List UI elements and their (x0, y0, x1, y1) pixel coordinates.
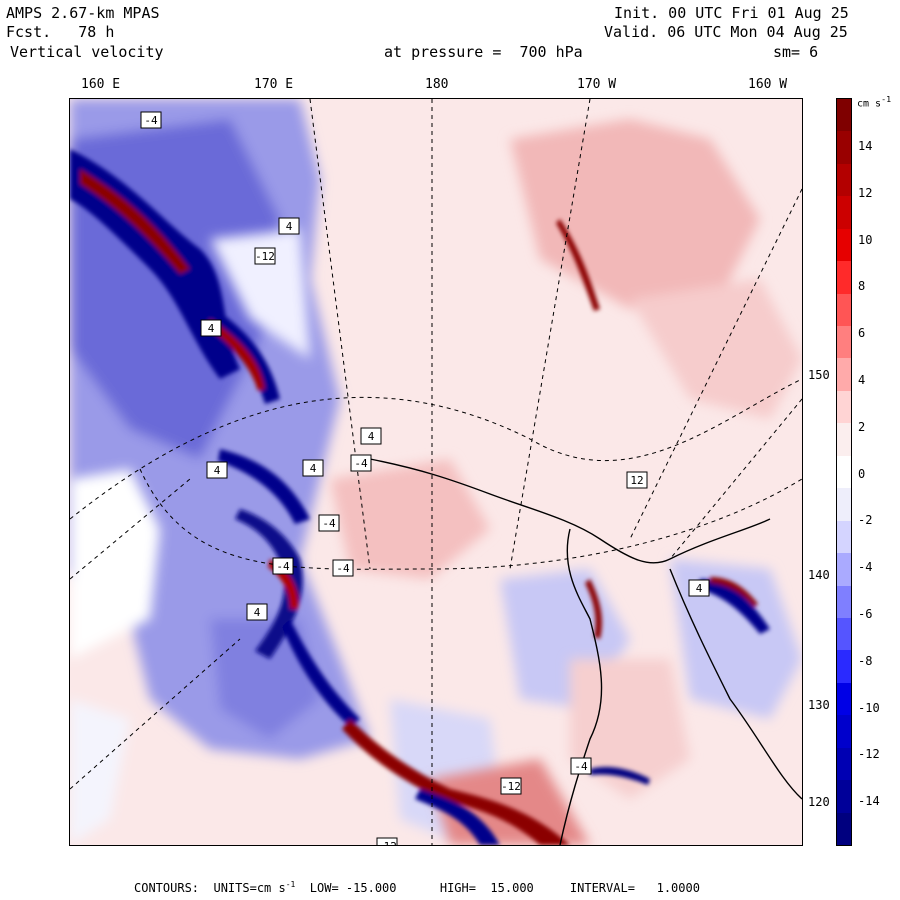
contour-label: -12 (254, 247, 276, 265)
colorbar-band (837, 812, 851, 846)
colorbar-band (837, 455, 851, 489)
colorbar-tick-label: -6 (858, 607, 873, 621)
colorbar-band (837, 293, 851, 327)
colorbar-band (837, 747, 851, 781)
upward-motion-region (330, 119, 802, 845)
svg-text:-4: -4 (276, 560, 290, 573)
svg-text:-12: -12 (377, 840, 397, 845)
colorbar-tick-label: -12 (858, 747, 880, 762)
forecast-hour: Fcst. 78 h (6, 23, 115, 41)
contour-label: -4 (318, 514, 340, 532)
lon-label-180: 180 (425, 77, 449, 92)
colorbar-tick-label: 10 (858, 232, 873, 247)
contour-label: 4 (688, 579, 710, 597)
colorbar-band (837, 163, 851, 197)
svg-text:-12: -12 (255, 250, 275, 263)
svg-text:-4: -4 (354, 457, 368, 470)
colorbar-band (837, 488, 851, 522)
colorbar-tick-label: 8 (858, 279, 866, 294)
colorbar-band (837, 780, 851, 814)
footer-units: CONTOURS: UNITS=cm s (134, 881, 286, 895)
contour-label: 4 (246, 603, 268, 621)
contour-info: CONTOURS: UNITS=cm s-1 LOW= -15.000 HIGH… (134, 880, 700, 895)
colorbar-tick-label: -14 (858, 794, 880, 809)
colorbar-band (837, 585, 851, 619)
svg-text:12: 12 (630, 474, 643, 487)
colorbar-band (837, 617, 851, 651)
colorbar-band (837, 682, 851, 716)
colorbar-band (837, 261, 851, 295)
colorbar-band (837, 358, 851, 392)
contour-label: -4 (140, 111, 162, 129)
colorbar-band (837, 715, 851, 749)
smoothing: sm= 6 (773, 43, 819, 61)
valid-time: Valid. 06 UTC Mon 04 Aug 25 (604, 23, 848, 41)
colorbar-band (837, 228, 851, 262)
svg-text:-4: -4 (322, 517, 336, 530)
svg-text:-12: -12 (501, 780, 521, 793)
colorbar-unit-text: cm s (857, 98, 882, 110)
model-title: AMPS 2.67-km MPAS (6, 4, 160, 22)
svg-text:-4: -4 (144, 114, 158, 127)
contour-label: -4 (570, 757, 592, 775)
svg-text:4: 4 (214, 464, 221, 477)
colorbar-band (837, 650, 851, 684)
neutral-region (70, 229, 310, 845)
contour-label: 12 (626, 471, 648, 489)
field-name: Vertical velocity (10, 43, 164, 61)
svg-text:4: 4 (310, 462, 317, 475)
svg-text:-4: -4 (574, 760, 588, 773)
svg-text:4: 4 (696, 582, 703, 595)
colorbar-unit-exponent: -1 (881, 94, 892, 104)
init-time: Init. 00 UTC Fri 01 Aug 25 (614, 4, 849, 22)
map-panel: 4 -4 4 -12 4 -4 4 4 -4 -4 -4 4 12 4 -4 -12 -12 (69, 98, 803, 846)
lon-label-160e: 160 E (81, 77, 121, 92)
contour-label: -12 (500, 777, 522, 795)
vertical-velocity-map: 4 -4 4 -12 4 -4 4 4 -4 -4 -4 4 12 4 -4 -12 -12 (70, 99, 802, 845)
lon-label-170w: 170 W (577, 77, 617, 92)
contour-label: -4 (272, 557, 294, 575)
svg-text:-4: -4 (336, 562, 350, 575)
lon-label-160w: 160 W (748, 77, 788, 92)
colorbar-tick-label: -10 (858, 700, 880, 715)
colorbar-tick-label: 2 (858, 419, 866, 434)
colorbar-band (837, 553, 851, 586)
pressure-level: at pressure = 700 hPa (384, 43, 583, 61)
lat-label-140w: 140 W (808, 568, 845, 582)
colorbar-tick-label: 0 (858, 466, 866, 481)
colorbar-band (837, 520, 851, 554)
svg-text:4: 4 (254, 606, 261, 619)
colorbar-band (837, 390, 851, 424)
contour-label: 4 (206, 461, 228, 479)
colorbar-tick-label: -2 (858, 513, 873, 528)
coastline (369, 458, 802, 845)
colorbar-band (837, 196, 851, 230)
contour-label: 4 (302, 459, 324, 477)
colorbar-band (837, 99, 851, 132)
svg-text:4: 4 (208, 322, 215, 335)
colorbar-band (837, 423, 851, 457)
contour-label: 4 (200, 319, 222, 337)
contour-label: -4 (350, 454, 372, 472)
colorbar-tick-label: -4 (858, 560, 873, 575)
contour-label: 4 (278, 217, 300, 235)
colorbar-band (837, 131, 851, 165)
contour-label: -12 (376, 837, 398, 845)
colorbar (836, 98, 852, 846)
colorbar-tick-label: 14 (858, 139, 873, 153)
graticule (70, 99, 802, 845)
svg-text:4: 4 (368, 430, 375, 443)
colorbar-tick-label: 12 (858, 185, 873, 200)
svg-text:4: 4 (286, 220, 293, 233)
colorbar-tick-label: -8 (858, 653, 873, 668)
contour-label: -4 (332, 559, 354, 577)
lon-label-170e: 170 E (254, 77, 294, 92)
colorbar-band (837, 326, 851, 359)
contour-label: 4 (360, 427, 382, 445)
colorbar-tick-label: 4 (858, 373, 866, 387)
colorbar-unit: cm s-1 (857, 94, 891, 109)
colorbar-tick-label: 6 (858, 326, 866, 341)
footer-range: LOW= -15.000 HIGH= 15.000 INTERVAL= 1.00… (295, 881, 700, 895)
footer-exponent: -1 (285, 880, 296, 889)
